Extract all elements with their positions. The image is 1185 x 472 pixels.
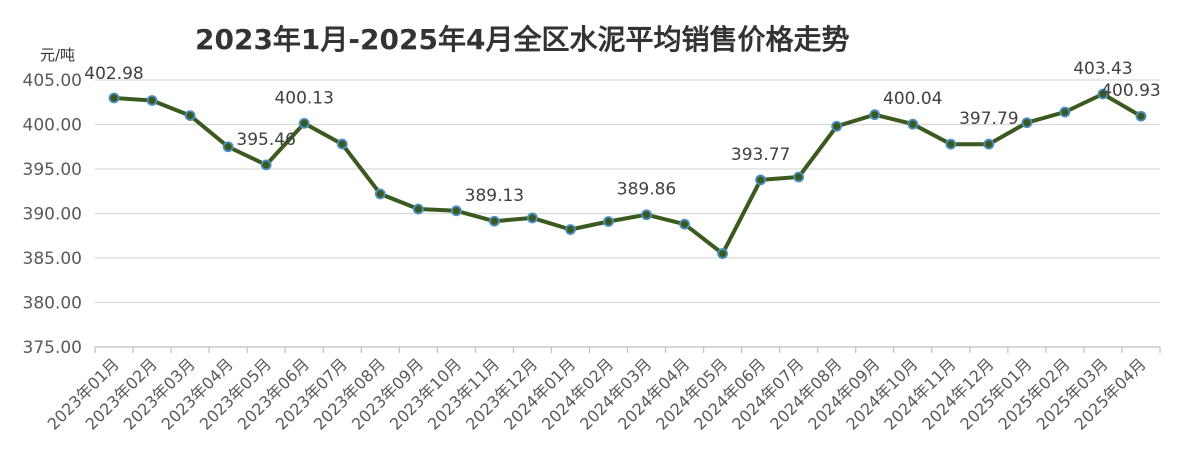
data-point	[488, 215, 500, 227]
y-tick-label: 400.00	[23, 116, 82, 136]
data-point	[336, 138, 348, 150]
data-point	[1059, 106, 1071, 118]
data-label: 400.93	[1101, 81, 1160, 101]
series-line	[113, 92, 1143, 256]
data-label: 395.46	[236, 130, 295, 150]
data-point	[717, 248, 728, 259]
data-point	[945, 138, 957, 150]
data-point	[374, 188, 386, 200]
y-tick-label: 405.00	[23, 71, 82, 91]
data-point	[755, 174, 767, 186]
data-point	[565, 224, 576, 235]
y-tick-label: 395.00	[23, 160, 82, 180]
data-label: 397.79	[959, 109, 1018, 129]
data-point	[298, 117, 310, 129]
data-point	[1097, 88, 1109, 100]
data-label: 389.13	[465, 186, 524, 206]
data-point	[983, 138, 995, 150]
data-label: 393.77	[731, 145, 790, 165]
data-point	[146, 95, 158, 106]
data-point	[869, 109, 881, 121]
data-point	[679, 218, 690, 230]
data-point	[527, 212, 538, 224]
data-point	[108, 92, 120, 104]
data-point	[412, 203, 424, 215]
data-point	[222, 141, 234, 153]
chart-title: 2023年1月-2025年4月全区水泥平均销售价格走势	[195, 23, 850, 56]
data-point	[260, 159, 272, 171]
data-point	[793, 171, 805, 183]
y-tick-label: 385.00	[23, 249, 82, 269]
data-label: 403.43	[1073, 59, 1132, 79]
data-point	[184, 110, 196, 121]
data-label: 400.04	[883, 89, 942, 109]
data-label: 402.98	[84, 64, 143, 84]
data-point	[831, 120, 843, 132]
data-point	[907, 118, 919, 130]
data-point	[603, 216, 614, 227]
data-point	[1135, 110, 1147, 122]
data-label: 389.86	[617, 180, 676, 200]
y-tick-label: 390.00	[23, 205, 82, 225]
data-point	[1021, 117, 1033, 129]
data-point	[450, 205, 462, 217]
data-point	[641, 209, 652, 221]
y-tick-label: 375.00	[23, 338, 82, 358]
unit-label: 元/吨	[40, 46, 76, 64]
y-tick-label: 380.00	[23, 294, 82, 314]
data-label: 400.13	[274, 88, 333, 108]
